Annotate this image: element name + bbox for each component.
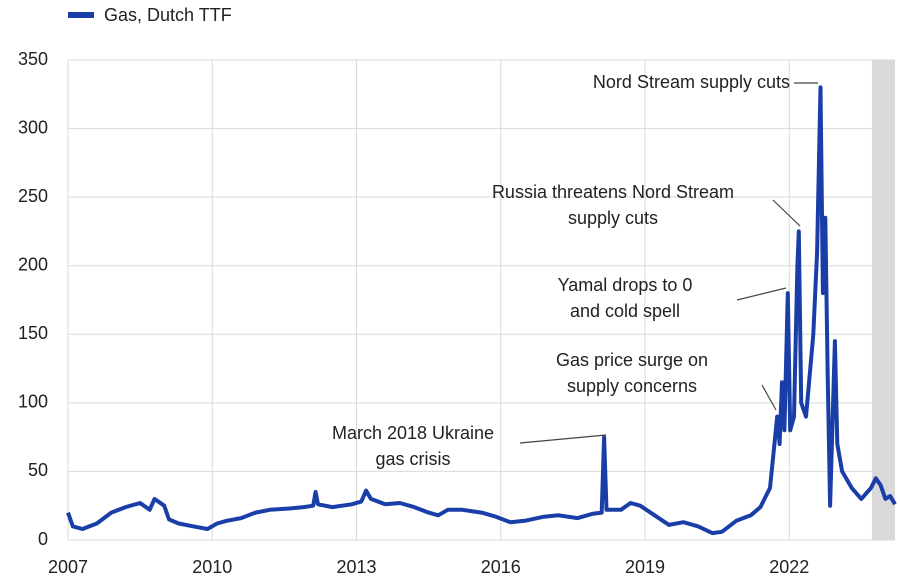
x-tick-label: 2010 xyxy=(192,557,232,577)
y-tick-label: 250 xyxy=(18,186,48,206)
annotation: Nord Stream supply cuts xyxy=(593,72,790,92)
x-tick-label: 2007 xyxy=(48,557,88,577)
y-tick-label: 100 xyxy=(18,392,48,412)
x-tick-label: 2013 xyxy=(336,557,376,577)
annotation: supply cuts xyxy=(568,208,658,228)
annotation: Gas price surge on xyxy=(556,350,708,370)
data-line xyxy=(66,85,897,536)
legend-label: Gas, Dutch TTF xyxy=(104,5,232,25)
y-tick-label: 150 xyxy=(18,323,48,343)
y-tick-label: 0 xyxy=(38,529,48,549)
annotation: gas crisis xyxy=(375,449,450,469)
legend-swatch xyxy=(68,12,94,18)
shaded-region xyxy=(871,60,895,540)
y-tick-label: 300 xyxy=(18,117,48,137)
y-tick-label: 50 xyxy=(28,460,48,480)
y-tick-label: 350 xyxy=(18,49,48,69)
annotation-leader xyxy=(519,434,607,444)
annotation: and cold spell xyxy=(570,301,680,321)
annotation: Yamal drops to 0 xyxy=(558,275,693,295)
annotation-leader xyxy=(736,287,787,301)
annotation: Russia threatens Nord Stream xyxy=(492,182,734,202)
annotation-leader xyxy=(761,384,777,411)
annotation: March 2018 Ukraine xyxy=(332,423,494,443)
x-tick-label: 2022 xyxy=(769,557,809,577)
x-tick-label: 2019 xyxy=(625,557,665,577)
annotation: supply concerns xyxy=(567,376,697,396)
annotation-leader xyxy=(772,199,801,227)
y-tick-label: 200 xyxy=(18,254,48,274)
x-tick-label: 2016 xyxy=(481,557,521,577)
